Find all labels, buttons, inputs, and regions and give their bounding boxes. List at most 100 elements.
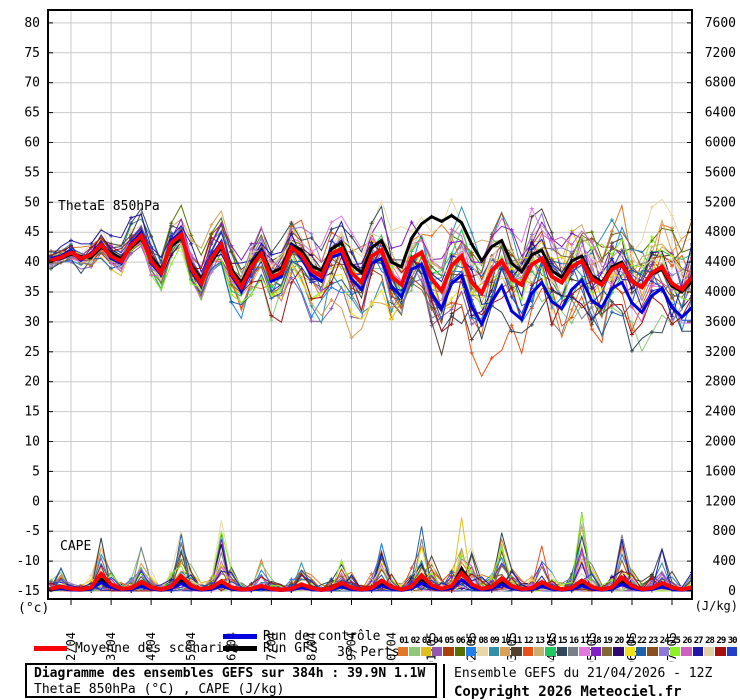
pert-swatch-24: [658, 647, 669, 656]
pert-key-24: 24: [658, 636, 670, 656]
right-axis-label: 6800: [705, 76, 736, 91]
pert-key-08: 08: [477, 636, 488, 656]
right-axis-label: 800: [713, 524, 736, 539]
pert-swatch-02: [409, 647, 420, 656]
pert-key-10: 10: [499, 636, 511, 656]
legend-gfs-label: Run GFS: [263, 641, 318, 656]
left-axis-label: 35: [24, 285, 40, 300]
pert-swatch-09: [488, 647, 499, 656]
left-axis-label: 50: [24, 195, 40, 210]
pert-swatch-28: [703, 647, 715, 656]
pert-swatch-21: [624, 647, 635, 656]
left-axis-label: -5: [24, 524, 40, 539]
pert-number-26: 26: [682, 636, 692, 646]
left-axis-label: 40: [24, 255, 40, 270]
right-axis-label: 2800: [705, 375, 736, 390]
pert-number-18: 18: [591, 636, 602, 646]
pert-key-02: 02: [409, 636, 420, 656]
pert-swatch-07: [465, 647, 477, 656]
pert-swatch-22: [635, 647, 647, 656]
thetae-inplot-label: ThetaE 850hPa: [58, 199, 160, 214]
pert-swatch-05: [443, 647, 454, 656]
pert-key-23: 23: [647, 636, 658, 656]
pert-key-15: 15: [556, 636, 568, 656]
pert-swatch-27: [692, 647, 703, 656]
left-axis-label: 70: [24, 76, 40, 91]
right-axis-label: 2400: [705, 405, 736, 420]
left-axis-label: 75: [24, 46, 40, 61]
perturbation-color-key: 01 02 03 04 05 06 07 08 09 10 11 12 13 14 15 16 17 18 19 20…: [398, 636, 738, 656]
pert-swatch-23: [647, 647, 658, 656]
control-line-swatch: [223, 634, 257, 639]
pert-number-27: 27: [693, 636, 704, 646]
left-axis-label: 65: [24, 106, 40, 121]
pert-swatch-06: [454, 647, 465, 656]
left-axis-label: 20: [24, 375, 40, 390]
pert-swatch-01: [398, 647, 409, 656]
run-info-text: Ensemble GEFS du 21/04/2026 - 12Z: [454, 666, 713, 681]
left-axis-label: 60: [24, 136, 40, 151]
date-label: 28/04: [304, 632, 318, 662]
mean-line-swatch: [34, 646, 67, 651]
pert-number-30: 30: [727, 636, 738, 646]
left-axis-label: 55: [24, 165, 40, 180]
pert-swatch-10: [499, 647, 511, 656]
left-axis-label: 5: [32, 464, 40, 479]
pert-swatch-16: [567, 647, 579, 656]
pert-number-08: 08: [478, 636, 489, 646]
chart-title-box: Diagramme des ensembles GEFS sur 384h : …: [25, 663, 437, 698]
left-axis-label: 0: [32, 494, 40, 509]
pert-number-15: 15: [557, 636, 568, 646]
pert-swatch-14: [545, 647, 556, 656]
gfs-line-swatch: [223, 646, 257, 651]
pert-key-16: 16: [567, 636, 579, 656]
chart-title: Diagramme des ensembles GEFS sur 384h : …: [34, 666, 426, 681]
plot-frame: [47, 9, 693, 600]
pert-number-16: 16: [569, 636, 579, 646]
right-axis-label: 4000: [705, 285, 736, 300]
right-axis-label: 0: [728, 584, 736, 599]
pert-key-11: 11: [511, 636, 522, 656]
pert-number-01: 01: [399, 636, 409, 646]
pert-swatch-08: [477, 647, 488, 656]
pert-key-12: 12: [522, 636, 534, 656]
pert-key-14: 14: [545, 636, 556, 656]
legend-mean-label: Moyenne des scénarios: [75, 641, 240, 656]
pert-number-11: 11: [512, 636, 523, 646]
right-axis-label: 5200: [705, 195, 736, 210]
pert-number-13: 13: [535, 636, 545, 646]
pert-swatch-11: [511, 647, 522, 656]
pert-number-20: 20: [614, 636, 624, 646]
pert-key-13: 13: [533, 636, 545, 656]
pert-key-18: 18: [590, 636, 602, 656]
pert-swatch-13: [533, 647, 545, 656]
pert-key-27: 27: [692, 636, 704, 656]
pert-key-17: 17: [579, 636, 590, 656]
pert-key-21: 21: [624, 636, 636, 656]
pert-swatch-18: [590, 647, 601, 656]
pert-number-19: 19: [603, 636, 613, 646]
date-label: 24/04: [144, 632, 158, 662]
date-label: 25/04: [184, 632, 198, 662]
right-axis-label: 6000: [705, 136, 736, 151]
right-axis-label: 1600: [705, 464, 736, 479]
right-axis-label: 7600: [705, 16, 736, 31]
pert-key-22: 22: [635, 636, 647, 656]
left-axis-label: 25: [24, 345, 40, 360]
pert-key-07: 07: [465, 636, 477, 656]
right-axis-label: 400: [713, 554, 736, 569]
pert-swatch-30: [726, 647, 737, 656]
pert-number-04: 04: [433, 636, 443, 646]
date-label: 22/04: [64, 632, 78, 662]
pert-number-28: 28: [705, 636, 715, 646]
chart-subtitle: ThetaE 850hPa (°C) , CAPE (J/kg): [34, 682, 285, 697]
pert-number-12: 12: [523, 636, 534, 646]
left-axis-unit: (°c): [18, 601, 49, 616]
pert-key-20: 20: [613, 636, 624, 656]
pert-key-26: 26: [681, 636, 692, 656]
left-axis-label: 80: [24, 16, 40, 31]
pert-swatch-03: [420, 647, 431, 656]
pert-number-14: 14: [546, 636, 557, 646]
pert-key-04: 04: [431, 636, 443, 656]
